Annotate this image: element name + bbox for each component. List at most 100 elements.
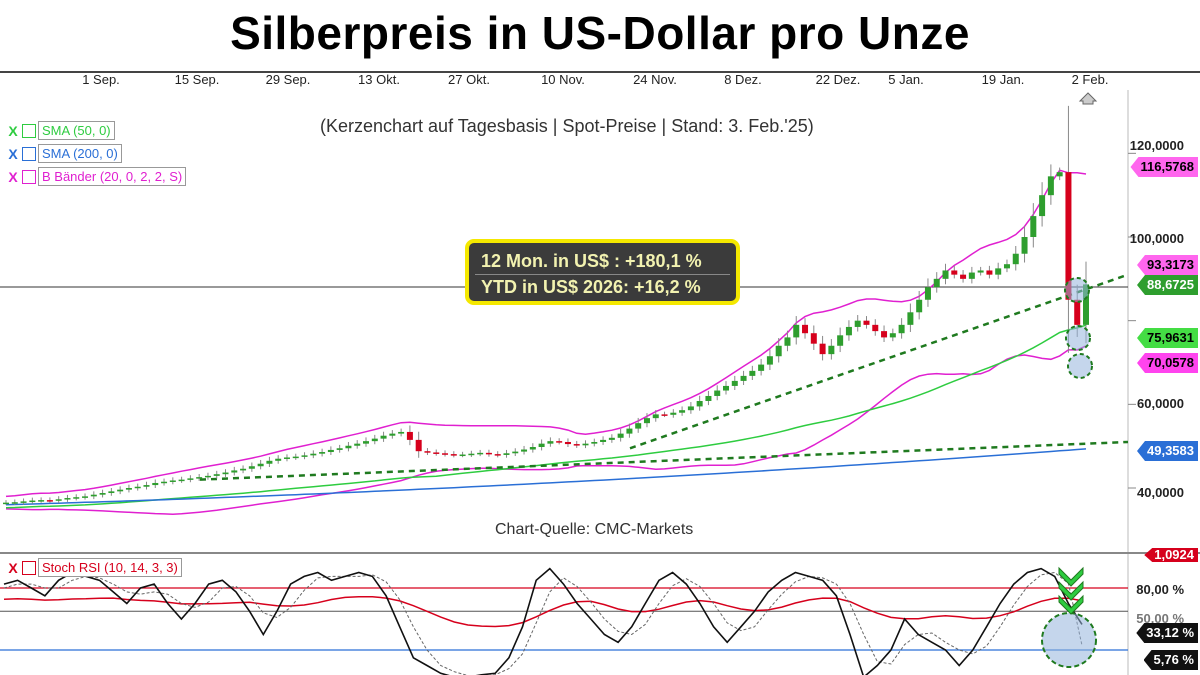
candle-body <box>20 501 27 503</box>
candle-body <box>600 439 607 442</box>
candle-body <box>125 488 132 490</box>
legend-sma50[interactable]: X SMA (50, 0) <box>6 121 115 141</box>
stoch-top-tag: 1,0924 <box>1144 548 1198 562</box>
toggle-x-icon[interactable]: X <box>8 145 18 162</box>
candle-body <box>591 441 598 444</box>
legend-bands[interactable]: X B Bänder (20, 0, 2, 2, S) <box>6 167 187 187</box>
candle-body <box>55 499 62 501</box>
candle-body <box>494 454 501 456</box>
candle-body <box>696 400 703 407</box>
candle-body <box>547 441 554 444</box>
candle-body <box>283 457 290 459</box>
candle-body <box>1039 195 1046 217</box>
bollinger-lower-line <box>5 345 1087 515</box>
bollinger-upper-line <box>5 169 1087 498</box>
candle-body <box>1074 299 1081 325</box>
candle-body <box>793 324 800 338</box>
candle-body <box>723 385 729 391</box>
candle-body <box>389 433 396 436</box>
sma50-tag: 75,9631 <box>1137 328 1198 348</box>
chart-source: Chart-Quelle: CMC-Markets <box>495 521 694 538</box>
candle-body <box>1021 237 1028 254</box>
candle-body <box>477 452 484 455</box>
candle-body <box>960 274 967 279</box>
toggle-x-icon[interactable]: X <box>8 168 18 185</box>
sma200-line <box>5 448 1087 506</box>
candle-body <box>977 270 984 273</box>
candle-body <box>134 486 141 489</box>
candle-body <box>3 502 9 505</box>
candle-body <box>766 356 773 365</box>
candle-body <box>573 444 580 446</box>
candle-body <box>117 489 124 492</box>
candle-body <box>626 428 633 434</box>
candle-body <box>942 270 949 279</box>
candle-body <box>1065 172 1072 300</box>
candle-body <box>731 380 738 386</box>
candle-body <box>433 452 440 454</box>
legend-sma50-label: SMA (50, 0) <box>38 121 115 141</box>
candle-body <box>784 337 791 346</box>
candle-body <box>266 460 273 464</box>
chevron-down-icon <box>1058 566 1084 587</box>
candle-body <box>679 410 686 413</box>
y-tick-label: 40,0000 <box>1137 485 1184 500</box>
candle-body <box>564 441 571 445</box>
chevron-down-icon <box>1058 594 1084 615</box>
chart-subtitle: (Kerzenchart auf Tagesbasis | Spot-Preis… <box>320 116 814 136</box>
candle-body <box>810 333 817 344</box>
x-tick-label: 8 Dez. <box>724 72 762 87</box>
candle-body <box>819 343 826 355</box>
stoch-k-line <box>3 567 1083 675</box>
candle-body <box>468 453 475 456</box>
legend-stoch[interactable]: X Stoch RSI (10, 14, 3, 3) <box>6 558 182 578</box>
stoch-d-line <box>3 571 1083 675</box>
candle-body <box>90 494 97 497</box>
candle-body <box>995 268 1002 275</box>
stoch-d-tag: 5,76 % <box>1143 650 1198 670</box>
candle-body <box>670 412 677 415</box>
upper-band-tag: 116,5768 <box>1130 157 1198 177</box>
trendline-support-lower <box>199 440 1129 481</box>
candle-body <box>898 324 905 334</box>
x-tick-label: 29 Sep. <box>265 72 311 87</box>
candle-body <box>73 497 80 499</box>
lower-band-tag: 70,0578 <box>1137 353 1198 373</box>
y-tick-label: 100,0000 <box>1129 231 1184 246</box>
candle-body <box>275 458 282 461</box>
candle-body <box>169 480 176 482</box>
candle-body <box>933 278 940 288</box>
candle-body <box>424 451 431 453</box>
candle-body <box>828 345 835 355</box>
candle-body <box>442 453 449 455</box>
candle-body <box>1047 176 1054 196</box>
candle-body <box>406 431 413 440</box>
candle-body <box>608 437 615 440</box>
x-tick-label: 22 Dez. <box>815 72 861 87</box>
sma50-line <box>5 324 1087 509</box>
candle-body <box>371 438 378 442</box>
candle-body <box>872 324 879 332</box>
candle-body <box>46 500 53 502</box>
legend-sma200[interactable]: X SMA (200, 0) <box>6 144 122 164</box>
candle-body <box>82 496 89 498</box>
underline-icon <box>22 169 36 184</box>
candle-body <box>64 498 71 500</box>
candle-body <box>231 470 238 473</box>
toggle-x-icon[interactable]: X <box>8 122 18 139</box>
candle-body <box>661 414 668 416</box>
candle-body <box>152 482 159 486</box>
candle-body <box>951 270 958 275</box>
candle-body <box>907 312 914 325</box>
candle-body <box>1083 284 1089 325</box>
candle-body <box>1030 216 1037 237</box>
candle-body <box>415 439 422 452</box>
candle-body <box>705 395 712 401</box>
toggle-x-icon[interactable]: X <box>8 559 18 576</box>
stoch-highlight-circle <box>1041 612 1097 668</box>
candle-body <box>196 477 203 479</box>
x-tick-label: 1 Sep. <box>82 72 120 87</box>
x-tick-label: 10 Nov. <box>541 72 585 87</box>
candle-body <box>99 493 106 495</box>
